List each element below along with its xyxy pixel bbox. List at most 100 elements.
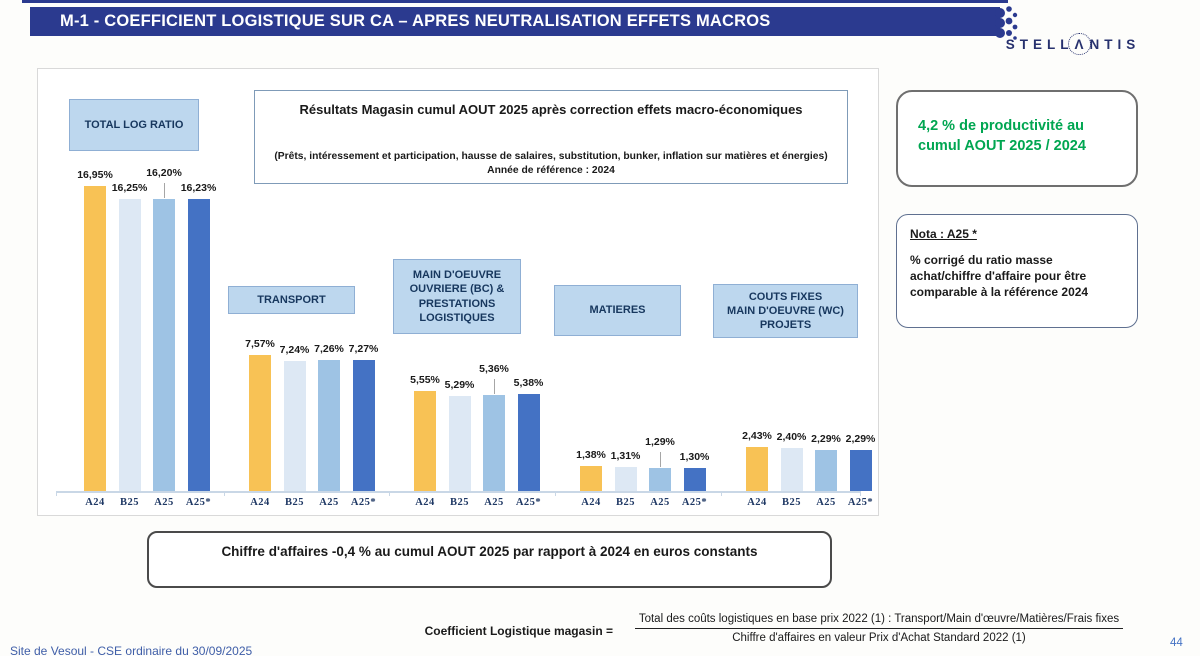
nota-title: Nota : A25 * xyxy=(910,227,977,241)
axis-category-label: A24 xyxy=(85,497,105,508)
bar-A24 xyxy=(580,466,602,491)
nota-body: % corrigé du ratio masse achat/chiffre d… xyxy=(910,253,1089,300)
bar-A24 xyxy=(249,354,271,491)
revenue-box: Chiffre d'affaires -0,4 % au cumul AOUT … xyxy=(147,531,832,588)
bar-value-label: 7,57% xyxy=(245,337,275,350)
header-dots-motif xyxy=(995,6,1018,40)
axis-category-label: A25* xyxy=(350,497,377,508)
group-label-box: COUTS FIXES MAIN D'OEUVRE (WC) PROJETS xyxy=(713,284,858,338)
axis-category-label: A24 xyxy=(250,497,270,508)
bar-value-label: 2,40% xyxy=(776,430,807,443)
bar-value-label: 2,43% xyxy=(742,430,772,443)
axis-category-label: A25 xyxy=(484,497,504,508)
group-label-box: TRANSPORT xyxy=(228,286,355,314)
axis-category-label: A24 xyxy=(581,497,601,508)
bar-A25 xyxy=(649,467,671,491)
x-axis-tick xyxy=(721,491,722,496)
x-axis-line xyxy=(56,491,861,493)
bar-value-label: 5,29% xyxy=(444,378,475,391)
footer-site-label: Site de Vesoul - CSE ordinaire du 30/09/… xyxy=(10,644,253,656)
axis-category-label: A25* xyxy=(681,497,708,508)
axis-category-label: B25 xyxy=(119,497,139,508)
bar-value-label: 5,36% xyxy=(479,362,509,375)
bar-value-label: 1,38% xyxy=(576,449,606,462)
axis-category-label: A25 xyxy=(154,497,174,508)
bar-A25* xyxy=(352,360,375,491)
bar-value-label: 16,25% xyxy=(111,181,148,194)
bar-A25 xyxy=(318,360,340,491)
bar-value-label: 1,29% xyxy=(645,435,675,448)
bar-B25 xyxy=(283,360,306,491)
header-accent-line xyxy=(22,0,1008,3)
axis-category-label: A25 xyxy=(319,497,339,508)
bar-value-label: 7,26% xyxy=(314,343,344,356)
formula-fraction: Total des coûts logistiques en base prix… xyxy=(616,609,1142,644)
results-info-title: Résultats Magasin cumul AOUT 2025 après … xyxy=(299,102,803,117)
value-leader-line xyxy=(494,378,495,394)
bar-value-label: 7,27% xyxy=(348,343,379,356)
logo-a-icon: Λ xyxy=(1068,33,1091,55)
revenue-text: Chiffre d'affaires -0,4 % au cumul AOUT … xyxy=(221,544,758,559)
axis-category-label: B25 xyxy=(615,497,635,508)
header-band: M-1 - COEFFICIENT LOGISTIQUE SUR CA – AP… xyxy=(30,7,1000,36)
axis-category-label: A25 xyxy=(816,497,836,508)
bar-A25 xyxy=(815,449,837,491)
bar-B25 xyxy=(780,447,803,491)
axis-category-label: A25* xyxy=(185,497,212,508)
x-axis-tick xyxy=(555,491,556,496)
x-axis-tick xyxy=(56,491,57,496)
bar-A24 xyxy=(414,391,436,491)
bar-value-label: 5,55% xyxy=(410,374,440,387)
productivity-text: 4,2 % de productivité au cumul AOUT 2025… xyxy=(918,118,1086,154)
bar-value-label: 1,30% xyxy=(679,450,710,463)
page-number: 44 xyxy=(1170,637,1183,649)
productivity-box: 4,2 % de productivité au cumul AOUT 2025… xyxy=(896,90,1138,187)
x-axis-tick xyxy=(224,491,225,496)
formula-denominator: Chiffre d'affaires en valeur Prix d'Acha… xyxy=(732,632,1026,644)
formula-numerator: Total des coûts logistiques en base prix… xyxy=(634,613,1124,629)
axis-category-label: B25 xyxy=(449,497,469,508)
bar-A24 xyxy=(746,447,768,491)
logo-text-left: STELL xyxy=(1005,37,1074,52)
bar-value-label: 16,95% xyxy=(77,168,113,181)
results-info-box: Résultats Magasin cumul AOUT 2025 après … xyxy=(254,90,848,184)
bar-value-label: 1,31% xyxy=(610,450,641,463)
bar-A25* xyxy=(849,449,872,491)
bar-A25* xyxy=(683,467,706,491)
bar-value-label: 2,29% xyxy=(845,432,876,445)
value-leader-line xyxy=(164,183,165,199)
bar-B25 xyxy=(448,395,471,491)
bar-B25 xyxy=(614,467,637,491)
bar-value-label: 5,38% xyxy=(513,377,544,390)
axis-category-label: A24 xyxy=(747,497,767,508)
page-title: M-1 - COEFFICIENT LOGISTIQUE SUR CA – AP… xyxy=(60,12,771,30)
axis-category-label: A25* xyxy=(847,497,874,508)
group-label-box: MAIN D'OEUVRE OUVRIERE (BC) & PRESTATION… xyxy=(393,259,521,334)
bar-value-label: 16,23% xyxy=(180,181,217,194)
bar-value-label: 16,20% xyxy=(146,167,182,180)
axis-category-label: A24 xyxy=(415,497,435,508)
axis-category-label: B25 xyxy=(781,497,801,508)
formula-label: Coefficient Logistique magasin = xyxy=(424,624,613,638)
axis-category-label: B25 xyxy=(284,497,304,508)
logo-text-right: NTIS xyxy=(1089,37,1141,52)
bar-A25 xyxy=(483,394,505,491)
x-axis-tick xyxy=(860,491,861,496)
results-info-reference: Année de référence : 2024 xyxy=(487,165,615,176)
bar-A25* xyxy=(187,198,210,491)
bar-value-label: 2,29% xyxy=(811,432,841,445)
bar-A25 xyxy=(153,199,175,491)
bar-A24 xyxy=(84,185,106,491)
nota-box: Nota : A25 * % corrigé du ratio masse ac… xyxy=(896,214,1138,328)
axis-category-label: A25* xyxy=(515,497,542,508)
results-info-subtitle: (Prêts, intéressement et participation, … xyxy=(274,151,828,162)
group-label-box: MATIERES xyxy=(554,285,681,336)
bar-value-label: 7,24% xyxy=(279,343,310,356)
bar-B25 xyxy=(118,198,141,491)
axis-category-label: A25 xyxy=(650,497,670,508)
stellantis-logo: STELLΛNTIS xyxy=(980,33,1166,55)
group-label-box: TOTAL LOG RATIO xyxy=(69,99,199,151)
value-leader-line xyxy=(660,451,661,467)
bar-A25* xyxy=(517,394,540,491)
